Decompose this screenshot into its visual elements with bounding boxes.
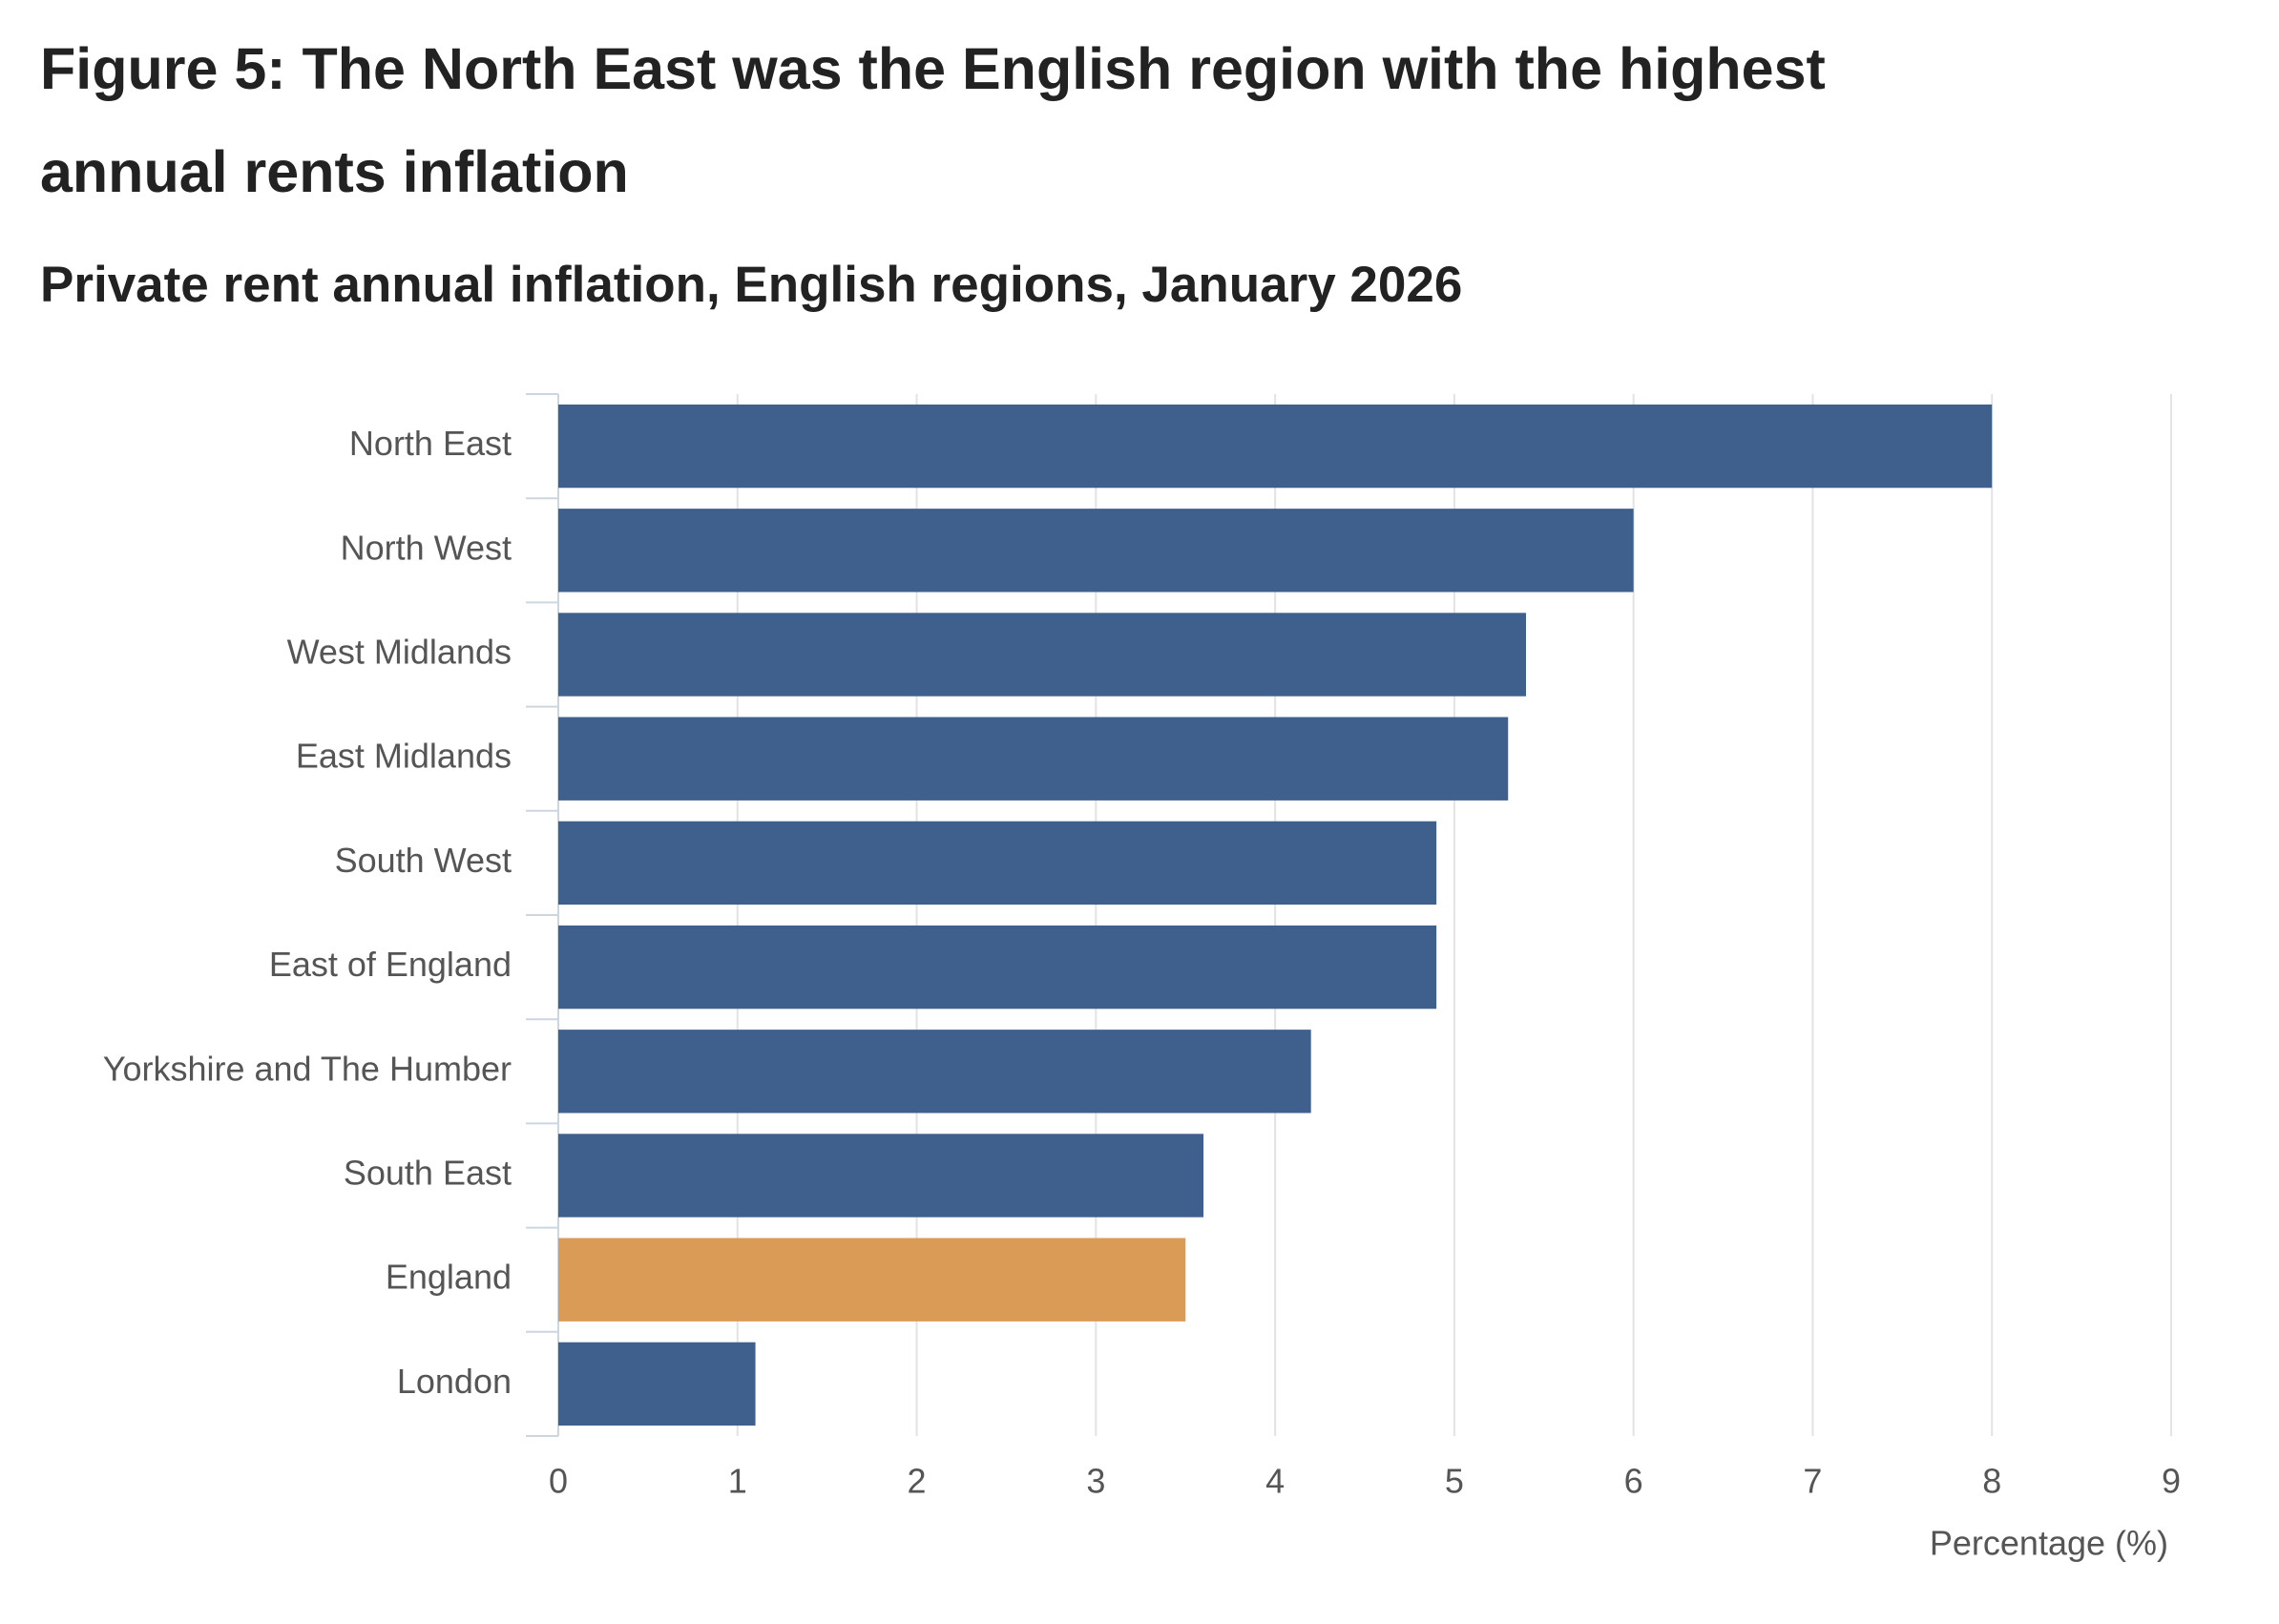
y-tick-label: South East bbox=[344, 1154, 512, 1193]
y-tick-label: North East bbox=[349, 424, 512, 463]
y-tick-label: South West bbox=[335, 841, 512, 880]
y-tick-label: Yorkshire and The Humber bbox=[103, 1049, 512, 1088]
bar bbox=[558, 1238, 1186, 1322]
x-tick-label: 4 bbox=[1265, 1462, 1285, 1501]
bar bbox=[558, 717, 1509, 801]
bar bbox=[558, 1030, 1311, 1114]
x-tick-label: 8 bbox=[1982, 1462, 2001, 1501]
y-tick-label: East of England bbox=[269, 945, 512, 984]
bar bbox=[558, 509, 1634, 593]
x-tick-label: 2 bbox=[908, 1462, 927, 1501]
x-tick-label: 1 bbox=[728, 1462, 747, 1501]
y-tick-label: London bbox=[397, 1362, 512, 1401]
y-tick-label: England bbox=[386, 1258, 512, 1297]
chart-subtitle: Private rent annual inflation, English r… bbox=[40, 257, 1463, 313]
bar bbox=[558, 404, 1993, 489]
x-tick-label: 6 bbox=[1624, 1462, 1643, 1501]
bar bbox=[558, 1134, 1203, 1218]
bar bbox=[558, 925, 1437, 1010]
x-tick-label: 0 bbox=[549, 1462, 568, 1501]
bar bbox=[558, 613, 1526, 697]
y-tick-label: North West bbox=[341, 528, 512, 567]
x-tick-label: 5 bbox=[1445, 1462, 1464, 1501]
x-tick-label: 9 bbox=[2162, 1462, 2181, 1501]
x-tick-label: 3 bbox=[1086, 1462, 1105, 1501]
x-tick-label: 7 bbox=[1803, 1462, 1822, 1501]
chart-title: Figure 5: The North East was the English… bbox=[40, 36, 1826, 204]
y-tick-label: East Midlands bbox=[296, 737, 512, 776]
bar bbox=[558, 821, 1437, 906]
bar bbox=[558, 1342, 756, 1426]
x-axis-label: Percentage (%) bbox=[1930, 1524, 2168, 1563]
y-tick-label: West Midlands bbox=[287, 633, 512, 672]
